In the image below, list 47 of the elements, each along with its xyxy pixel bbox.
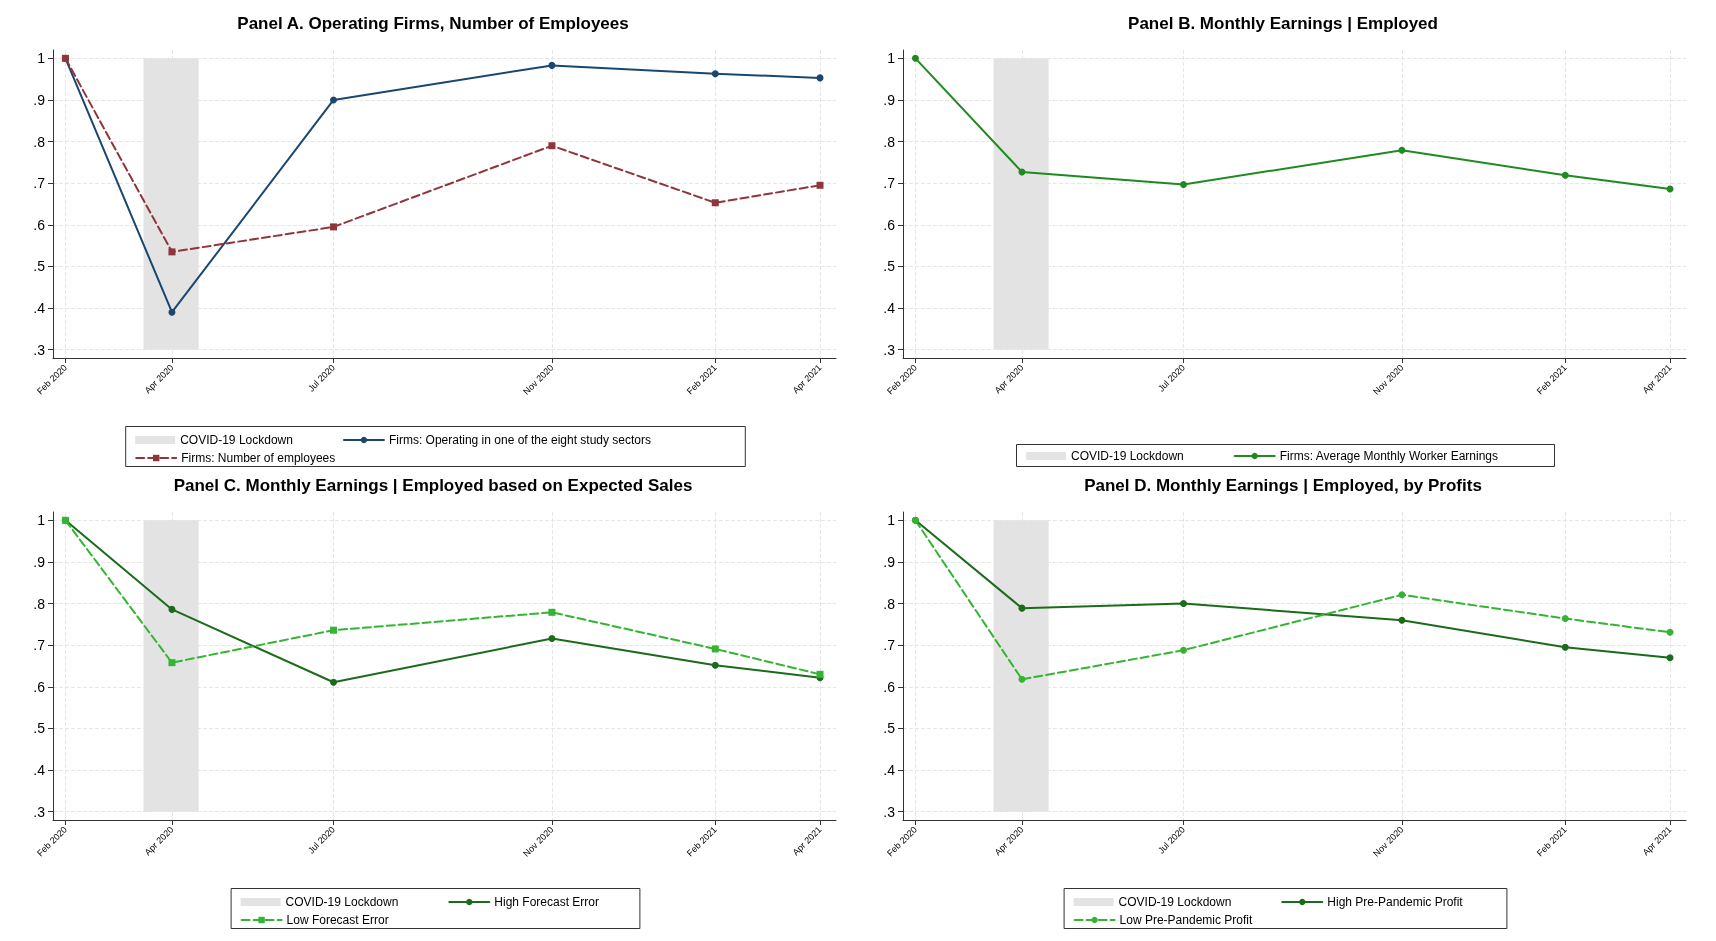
y-tick-label: .8 (883, 595, 896, 612)
y-tick-label: 1 (887, 50, 896, 67)
y-tick-label: .5 (883, 258, 896, 275)
y-tick-label: .3 (883, 341, 896, 358)
y-tick-label: .8 (33, 133, 46, 150)
y-tick-label: .6 (883, 216, 896, 233)
legend-label: Firms: Average Monthly Worker Earnings (1279, 449, 1499, 463)
y-tick-label: .5 (883, 720, 896, 737)
y-tick-label: .6 (33, 678, 46, 695)
legend-label: High Forecast Error (494, 895, 600, 909)
legend-label: High Pre-Pandemic Profit (1327, 895, 1464, 909)
y-tick-label: .4 (33, 300, 46, 317)
y-tick-label: .7 (33, 175, 46, 192)
legend-label: Low Pre-Pandemic Profit (1119, 913, 1253, 927)
legend-label: Low Forecast Error (286, 913, 389, 927)
y-tick-label: .9 (33, 553, 46, 570)
y-tick-label: .7 (883, 637, 896, 654)
y-tick-label: 1 (887, 512, 896, 529)
legend-label: Firms: Operating in one of the eight study sectors (388, 433, 652, 447)
chart-title: Panel B. Monthly Earnings | Employed (1128, 14, 1438, 33)
y-tick-label: .3 (883, 803, 896, 820)
legend-label: COVID-19 Lockdown (1118, 895, 1232, 909)
legend-label: Firms: Number of employees (181, 451, 336, 465)
legend-label: COVID-19 Lockdown (285, 895, 399, 909)
y-tick-label: .6 (883, 678, 896, 695)
y-tick-label: .7 (883, 175, 896, 192)
y-tick-label: .5 (33, 720, 46, 737)
y-tick-label: .3 (33, 803, 46, 820)
y-tick-label: 1 (37, 512, 46, 529)
y-tick-label: .6 (33, 216, 46, 233)
y-tick-label: .9 (883, 553, 896, 570)
y-tick-label: .8 (883, 133, 896, 150)
y-tick-label: .9 (33, 91, 46, 108)
y-tick-label: .4 (883, 300, 896, 317)
y-tick-label: .4 (33, 762, 46, 779)
y-tick-label: .8 (33, 595, 46, 612)
y-tick-label: 1 (37, 50, 46, 67)
legend-label: COVID-19 Lockdown (1071, 449, 1184, 463)
legend-label: COVID-19 Lockdown (180, 433, 293, 447)
y-tick-label: .9 (883, 91, 896, 108)
y-tick-label: .3 (33, 341, 46, 358)
y-tick-label: .7 (33, 637, 46, 654)
y-tick-label: .5 (33, 258, 46, 275)
y-tick-label: .4 (883, 762, 896, 779)
chart-title: Panel C. Monthly Earnings | Employed based on Expected Sales (173, 476, 693, 495)
chart-title: Panel D. Monthly Earnings | Employed, by Profits (1084, 476, 1482, 495)
chart-title: Panel A. Operating Firms, Number of Employees (237, 14, 629, 33)
